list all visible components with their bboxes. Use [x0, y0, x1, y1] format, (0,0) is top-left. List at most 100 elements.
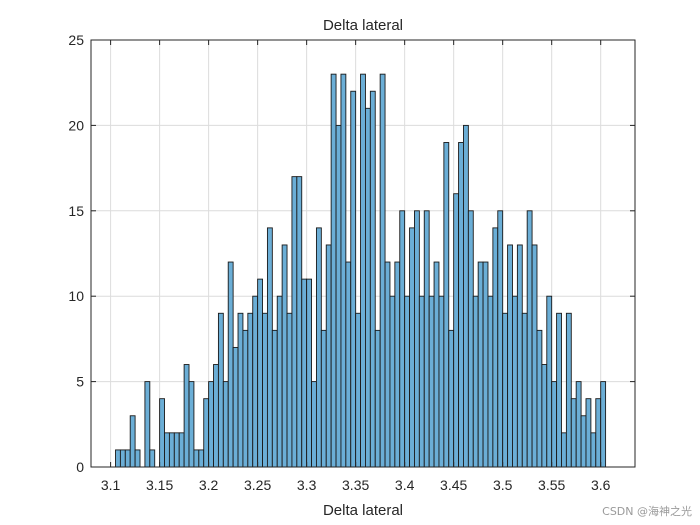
histogram-bar — [222, 381, 229, 468]
y-tick-label: 5 — [76, 374, 84, 390]
histogram-bar — [409, 227, 415, 468]
histogram-bar — [526, 210, 533, 468]
histogram-bar — [448, 329, 455, 468]
histogram-bar — [281, 244, 288, 468]
x-tick-label: 3.6 — [591, 477, 611, 493]
histogram-bar — [252, 295, 259, 468]
histogram-bar — [585, 398, 592, 468]
histogram-bar — [178, 432, 185, 468]
histogram-bar — [193, 449, 200, 468]
histogram-bar — [168, 432, 175, 468]
histogram-bar — [271, 329, 278, 468]
histogram-bar — [124, 449, 131, 468]
x-tick-label: 3.45 — [440, 477, 467, 493]
histogram-bar — [115, 449, 121, 468]
histogram-bar — [404, 295, 411, 468]
histogram-bar — [350, 90, 357, 468]
histogram-bar — [286, 312, 293, 468]
histogram-bar — [600, 381, 607, 468]
histogram-bar — [428, 295, 435, 468]
histogram-bar — [159, 398, 165, 468]
histogram-bar — [414, 210, 420, 468]
histogram-bar — [472, 295, 479, 468]
histogram-bar — [291, 176, 298, 468]
histogram-bar — [531, 244, 538, 468]
x-tick-label: 3.25 — [244, 477, 271, 493]
y-tick-label: 10 — [68, 288, 84, 304]
histogram-bar — [144, 381, 151, 468]
histogram-bar — [315, 227, 322, 468]
histogram-bar — [242, 329, 249, 468]
histogram-bar — [438, 295, 445, 468]
histogram-bar — [463, 124, 469, 468]
histogram-bar — [149, 449, 156, 468]
histogram-bar — [345, 261, 352, 468]
histogram-bar — [266, 227, 273, 468]
histogram-bar — [203, 398, 210, 468]
histogram-bar — [570, 398, 577, 468]
y-tick-label: 20 — [68, 117, 84, 133]
histogram-bar — [227, 261, 234, 468]
histogram-bar — [183, 364, 190, 468]
histogram-bar — [320, 329, 327, 468]
histogram-bar — [561, 432, 567, 468]
histogram-bar — [546, 295, 553, 468]
x-tick-label: 3.1 — [101, 477, 121, 493]
histogram-bar — [379, 73, 386, 468]
histogram-bar — [507, 244, 513, 468]
histogram-bar — [551, 381, 558, 468]
histogram-bar — [355, 312, 361, 468]
x-axis-label: Delta lateral — [323, 502, 403, 519]
histogram-bar — [399, 210, 406, 468]
x-tick-label: 3.2 — [199, 477, 219, 493]
x-tick-label: 3.15 — [146, 477, 173, 493]
histogram-bar — [497, 210, 504, 468]
histogram-bar — [188, 381, 195, 468]
histogram-bar — [360, 73, 366, 468]
histogram-bar — [296, 176, 303, 468]
histogram-bar — [276, 295, 283, 468]
histogram-bar — [516, 244, 523, 468]
histogram-bar — [198, 449, 205, 468]
histogram-bar — [453, 193, 460, 468]
histogram-bar — [217, 312, 224, 468]
histogram-bar — [257, 278, 263, 468]
histogram-bar — [487, 295, 494, 468]
histogram-bar — [384, 261, 391, 468]
histogram-bar — [423, 210, 430, 468]
x-tick-label: 3.5 — [493, 477, 513, 493]
y-tick-label: 25 — [68, 32, 84, 48]
histogram-bar — [208, 381, 214, 468]
histogram-bar — [536, 329, 543, 468]
histogram-bar — [173, 432, 180, 468]
histogram-bar — [590, 432, 597, 468]
histogram-bar — [213, 364, 219, 468]
histogram-bar — [237, 312, 244, 468]
histogram-bar — [580, 415, 587, 468]
histogram-bar — [477, 261, 484, 468]
histogram-bar — [482, 261, 489, 468]
axis-ticks: 3.1 3.15 3.2 3.25 3.3 3.35 3.4 3.45 3.5 3.55 3.6 0 5… — [68, 32, 635, 493]
histogram-bar — [575, 381, 582, 468]
histogram-bar — [418, 295, 425, 468]
histogram-bar — [340, 73, 347, 468]
histogram-bar — [443, 142, 450, 468]
histogram-bar — [556, 312, 562, 468]
histogram-bar — [262, 312, 268, 468]
histogram-bar — [458, 142, 464, 468]
histogram-bar — [247, 312, 254, 468]
histogram-bar — [433, 261, 440, 468]
histogram-bar — [330, 73, 337, 468]
histogram-bar — [369, 90, 376, 468]
histogram-bar — [129, 415, 136, 468]
histogram-bar — [389, 295, 396, 468]
x-tick-label: 3.55 — [538, 477, 565, 493]
histogram-bar — [301, 278, 308, 468]
histogram-bar — [467, 210, 474, 468]
histogram-bar — [512, 295, 518, 468]
histogram-bar — [492, 227, 499, 468]
histogram-bar — [325, 244, 332, 468]
histogram-bar — [134, 449, 141, 468]
histogram-bar — [374, 329, 381, 468]
